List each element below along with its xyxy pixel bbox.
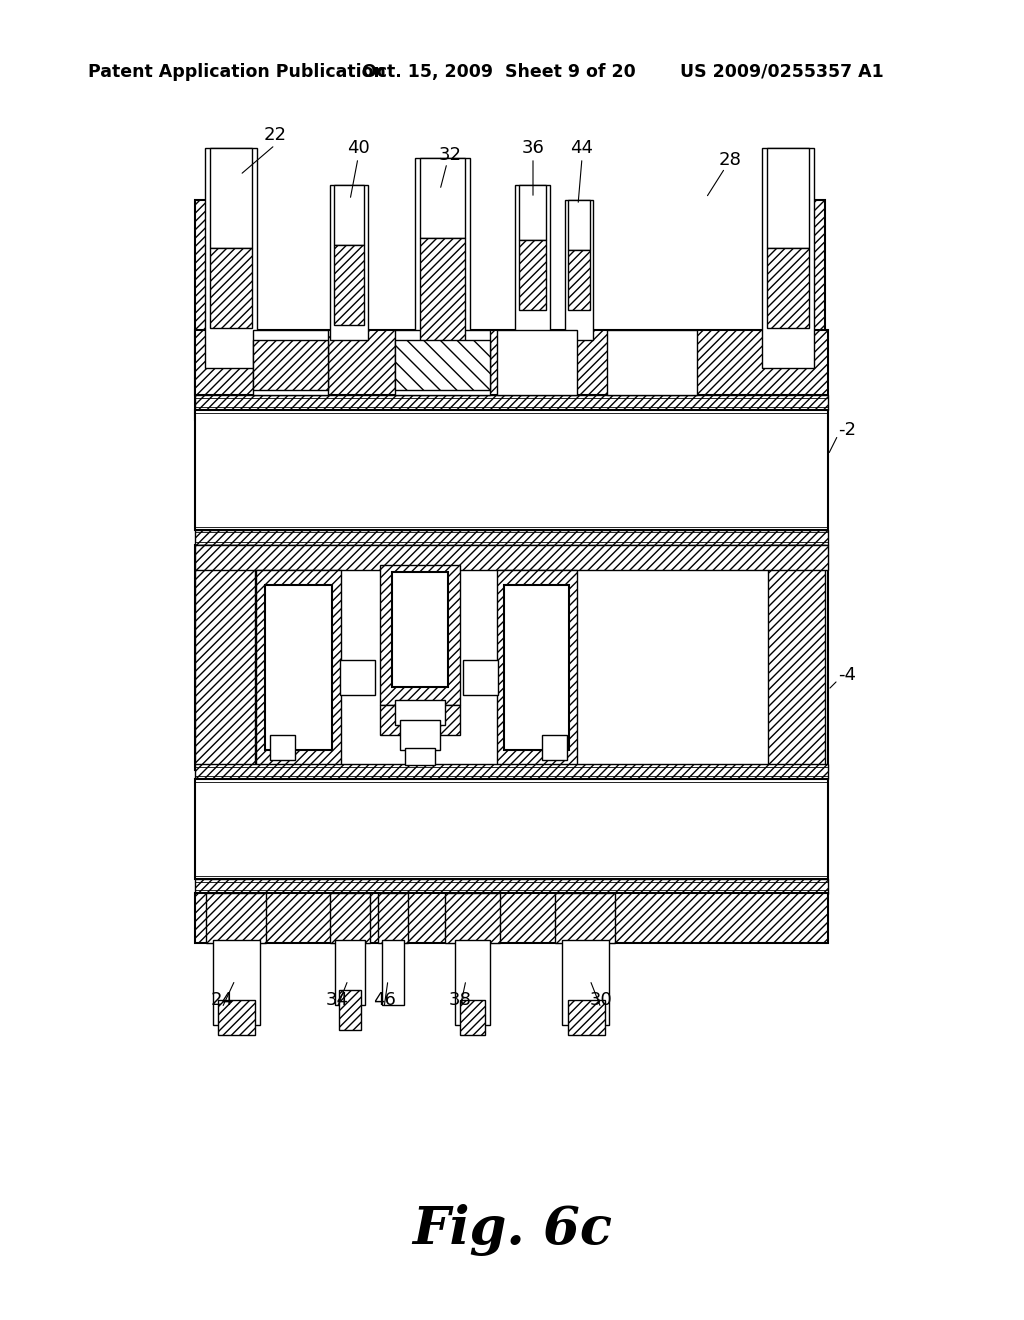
Bar (460, 1001, 485, 1035)
Bar (420, 158, 465, 238)
Bar (607, 330, 697, 395)
Bar (253, 330, 328, 395)
Bar (195, 545, 255, 770)
Bar (195, 531, 828, 545)
Bar (330, 185, 368, 341)
Bar (210, 248, 252, 327)
Bar (195, 411, 828, 531)
Text: 40: 40 (347, 139, 370, 157)
Bar (400, 719, 440, 750)
Bar (395, 341, 490, 389)
Bar (335, 940, 365, 1005)
Bar (382, 940, 404, 1005)
Text: 28: 28 (719, 150, 741, 169)
Bar (504, 585, 569, 750)
Bar (562, 940, 609, 1026)
Bar (195, 545, 828, 770)
Bar (497, 330, 577, 395)
Bar (334, 246, 364, 325)
Bar (195, 879, 828, 894)
Text: Patent Application Publication: Patent Application Publication (88, 63, 386, 81)
Bar (463, 660, 498, 696)
Bar (195, 395, 828, 411)
Bar (767, 248, 809, 327)
Bar (395, 330, 490, 395)
Bar (380, 705, 460, 735)
Bar (195, 764, 828, 779)
Bar (762, 148, 814, 368)
Bar (206, 894, 266, 942)
Bar (568, 1001, 605, 1035)
Bar (415, 158, 470, 368)
Text: 44: 44 (570, 139, 594, 157)
Bar (767, 201, 825, 420)
Bar (767, 148, 809, 248)
Bar (380, 565, 460, 705)
Text: Fig. 6c: Fig. 6c (412, 1204, 612, 1257)
Bar (519, 240, 546, 310)
Bar (195, 545, 828, 570)
Bar (265, 585, 332, 750)
Bar (455, 940, 490, 1026)
Text: 36: 36 (521, 139, 545, 157)
Bar (565, 201, 593, 341)
Bar (195, 201, 253, 420)
Bar (195, 779, 828, 879)
Bar (768, 545, 825, 770)
Text: -2: -2 (838, 421, 856, 440)
Bar (406, 748, 435, 766)
Bar (378, 894, 408, 942)
Text: 22: 22 (263, 125, 287, 144)
Bar (497, 570, 577, 766)
Bar (218, 1001, 255, 1035)
Bar (445, 894, 500, 942)
Bar (568, 201, 590, 249)
Bar (195, 330, 828, 395)
Text: -4: -4 (838, 667, 856, 684)
Text: 46: 46 (373, 991, 395, 1008)
Bar (568, 249, 590, 310)
Bar (420, 238, 465, 348)
Bar (395, 700, 445, 725)
Bar (392, 572, 449, 686)
Bar (334, 185, 364, 246)
Bar (339, 990, 361, 1030)
Text: 30: 30 (590, 991, 612, 1008)
Bar (340, 660, 375, 696)
Bar (205, 148, 257, 368)
Text: 24: 24 (211, 991, 233, 1008)
Bar (270, 735, 295, 760)
Bar (256, 570, 341, 766)
Bar (330, 894, 370, 942)
Text: US 2009/0255357 A1: US 2009/0255357 A1 (680, 63, 884, 81)
Text: Oct. 15, 2009  Sheet 9 of 20: Oct. 15, 2009 Sheet 9 of 20 (362, 63, 636, 81)
Bar (253, 341, 328, 389)
Text: 34: 34 (326, 991, 348, 1008)
Bar (210, 148, 252, 248)
Bar (542, 735, 567, 760)
Text: 38: 38 (449, 991, 471, 1008)
Text: 32: 32 (438, 147, 462, 164)
Bar (213, 940, 260, 1026)
Bar (519, 185, 546, 240)
Bar (195, 894, 828, 942)
Bar (555, 894, 615, 942)
Bar (515, 185, 550, 335)
